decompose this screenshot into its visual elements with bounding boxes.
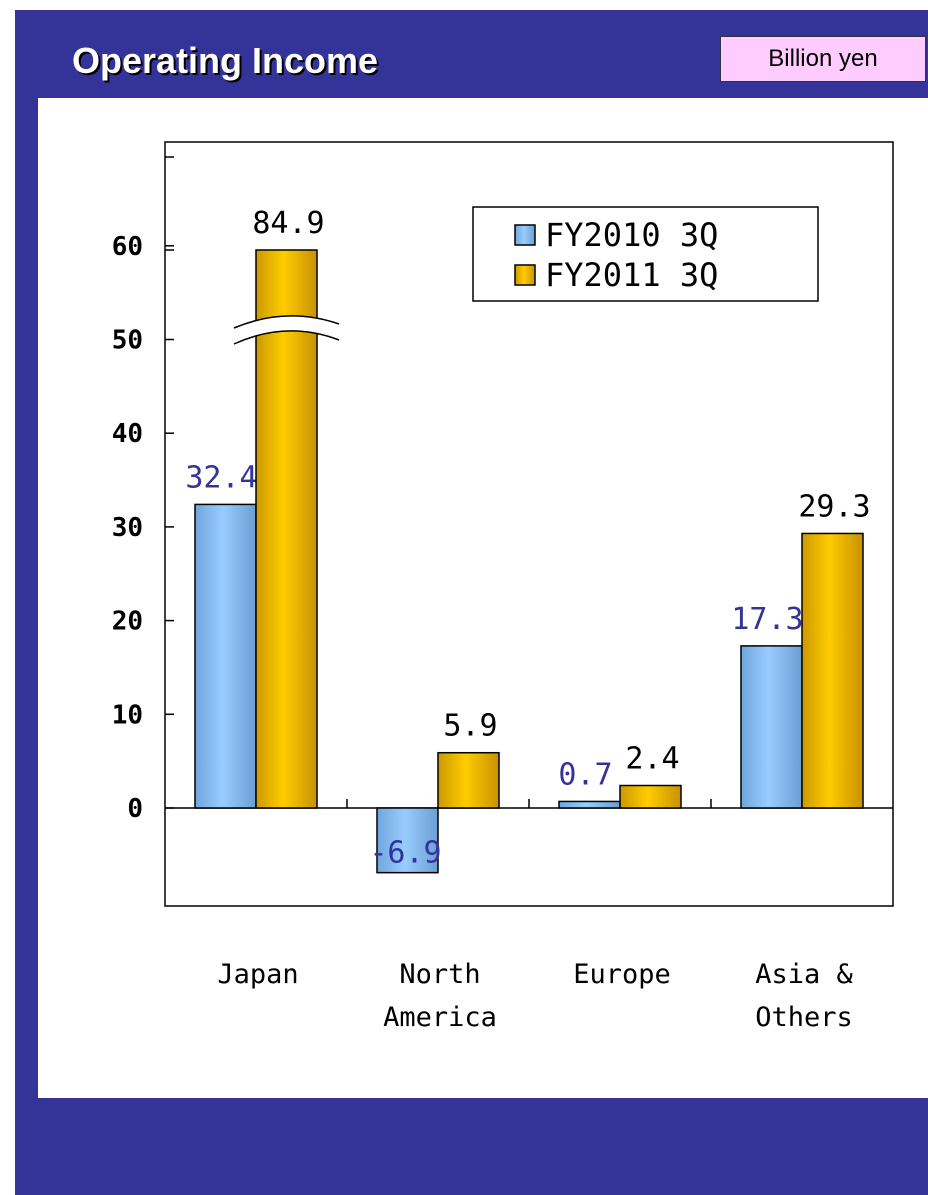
bar	[255, 249, 318, 809]
data-label: 17.3	[731, 602, 803, 637]
data-label: 32.4	[185, 460, 257, 495]
axis-break	[234, 315, 339, 344]
data-label: 5.9	[443, 709, 497, 744]
legend-swatch	[514, 224, 536, 246]
y-tick-label: 30	[112, 513, 143, 543]
bar	[801, 532, 864, 809]
unit-badge: Billion yen	[720, 36, 926, 82]
x-category-label: Others	[755, 1002, 853, 1033]
x-category-label: America	[383, 1002, 497, 1033]
axis-break-line	[233, 330, 340, 345]
bar	[558, 800, 621, 809]
y-tick-label: 10	[112, 700, 143, 730]
y-tick-label: 60	[112, 232, 143, 262]
bar	[437, 751, 500, 809]
data-label: 0.7	[558, 757, 612, 792]
bar	[376, 807, 439, 874]
chart-area: 0 10 20 30 40 50 60 32.4 -6.9 0.7 17.3 84.9 5.9 2.4 29…	[38, 98, 928, 1098]
bar	[740, 645, 803, 809]
y-tick-label: 40	[112, 419, 143, 449]
y-tick-label: 0	[127, 794, 143, 824]
x-category-label: Europe	[573, 959, 671, 990]
bar	[619, 784, 682, 809]
bar	[194, 503, 257, 809]
data-label: 2.4	[625, 742, 679, 777]
data-label: 84.9	[252, 206, 324, 241]
legend-label: FY2011 3Q	[545, 256, 718, 294]
x-category-label: Asia &	[755, 959, 853, 990]
plot-frame	[164, 141, 894, 907]
chart-title: Operating Income	[72, 40, 379, 81]
legend-swatch	[514, 264, 536, 286]
x-category-label: North	[399, 959, 480, 990]
data-label: -6.9	[369, 836, 441, 871]
axis-break-line	[233, 315, 340, 329]
legend-label: FY2010 3Q	[545, 216, 718, 254]
y-tick-label: 20	[112, 607, 143, 637]
x-category-label: Japan	[217, 959, 298, 990]
y-tick-label: 50	[112, 326, 143, 356]
data-label: 29.3	[798, 489, 870, 524]
bar-chart: 0 10 20 30 40 50 60 32.4 -6.9 0.7 17.3 84.9 5.9 2.4 29…	[112, 141, 894, 1033]
